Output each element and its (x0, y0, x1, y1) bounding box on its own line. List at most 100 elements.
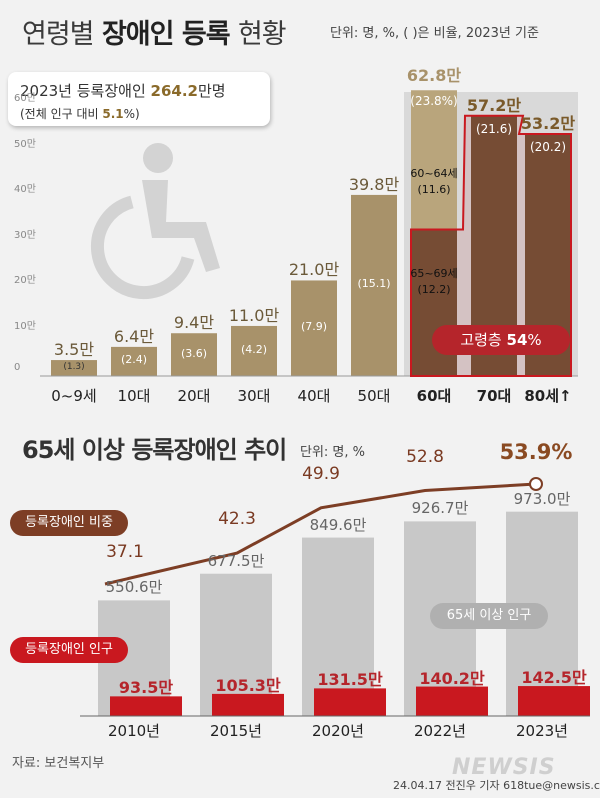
bar-value-label: 53.2만 (520, 113, 576, 133)
bar-60s-upper (411, 90, 457, 230)
ratio-value-label: 49.9 (302, 463, 340, 484)
bar-percent-label: (2.4) (120, 353, 148, 367)
trend-chart (80, 477, 590, 717)
category-label: 60대 (416, 387, 452, 405)
registered-value-label: 105.3만 (215, 675, 281, 695)
ratio-value-label: 52.8 (406, 446, 444, 467)
population-share-value: 5.1 (102, 107, 124, 121)
population-bar (302, 537, 374, 716)
bar-value-label: 11.0만 (228, 305, 280, 325)
bar (351, 194, 397, 376)
y-tick-label: 40만 (14, 184, 36, 195)
senior-badge-label: 고령층 (460, 331, 502, 349)
credit-line: 24.04.17 전진우 기자 618tue@newsis.com (393, 779, 600, 792)
title-part-3: 현황 (237, 19, 287, 50)
bar-percent-label: (15.1) (357, 277, 391, 291)
wheelchair-icon (90, 143, 220, 300)
bar-percent-label: (1.3) (63, 362, 85, 373)
bar-value-label: 39.8만 (348, 174, 400, 194)
registered-bar (416, 686, 488, 716)
source-note: 자료: 보건복지부 (12, 756, 105, 771)
bar-percent-label: (7.9) (300, 320, 328, 334)
summary-share-suffix: %) (123, 107, 140, 121)
bar-value-label: 21.0만 (288, 260, 340, 280)
category-label: 50대 (357, 387, 391, 405)
segment-60-64-pct: (11.6) (417, 183, 451, 196)
bar-value-label: 6.4만 (113, 326, 155, 346)
ratio-value-label: 37.1 (106, 542, 144, 562)
population-value-label: 849.6만 (309, 515, 367, 534)
year-label: 2020년 (312, 722, 364, 740)
registered-bar (110, 696, 182, 716)
bar-percent-label: (21.6) (475, 121, 513, 136)
category-label: 10대 (117, 387, 151, 405)
bar-percent-label: (23.8%) (410, 94, 458, 109)
bar (291, 280, 337, 376)
registered-value-label: 142.5만 (521, 668, 587, 688)
y-tick-label: 10만 (14, 320, 36, 332)
bar-percent-label: (4.2) (240, 342, 268, 356)
registered-bar (212, 693, 284, 716)
senior-share-badge: 고령층 54% (432, 325, 570, 355)
population-value-label: 926.7만 (411, 499, 469, 518)
bar-value-label: 9.4만 (173, 313, 215, 333)
title-part-2: 장애인 등록 (101, 19, 231, 50)
bar (111, 346, 157, 376)
category-label: 80세↑ (524, 387, 572, 405)
segment-65-69-label: 65~69세 (410, 267, 458, 280)
y-tick-label: 60만 (14, 93, 36, 104)
unit-note-2: 단위: 명, % (300, 445, 366, 460)
segment-65-69-pct: (12.2) (417, 283, 451, 296)
senior-badge-suffix: % (527, 331, 542, 349)
bar-value-label: 3.5만 (53, 340, 95, 360)
segment-65-69: 65~69세 (12.2) (410, 266, 457, 298)
category-label: 40대 (297, 387, 331, 405)
summary-prefix: 2023년 등록장애인 (20, 82, 146, 100)
summary-line-2: (전체 인구 대비 5.1%) (20, 105, 140, 122)
senior-badge-value: 54 (506, 331, 528, 349)
senior-outline (410, 114, 572, 377)
registered-value-label: 93.5만 (118, 678, 174, 698)
total-registered-value: 264.2 (150, 82, 198, 100)
title-part-1: 연령별 (22, 19, 95, 50)
year-label: 2010년 (108, 722, 160, 740)
population-bar (200, 573, 272, 716)
ratio-end-marker (529, 477, 543, 491)
segment-60-64-label: 60~64세 (410, 167, 458, 180)
legend-population-tag: 65세 이상 인구 (430, 603, 548, 629)
newsis-logo: NEWSIS (452, 755, 556, 780)
year-label: 2015년 (210, 722, 262, 740)
registered-value-label: 131.5만 (317, 670, 383, 690)
bar-percent-label: (3.6) (180, 346, 208, 360)
ratio-value-label: 42.3 (218, 509, 256, 530)
bar (171, 333, 217, 376)
category-label: 30대 (237, 387, 271, 405)
bar (51, 360, 97, 376)
category-label: 0~9세 (51, 387, 97, 405)
year-label: 2022년 (414, 722, 466, 740)
y-tick-label: 30만 (14, 229, 36, 241)
y-tick-label: 20만 (14, 275, 36, 286)
y-tick-label: 50만 (14, 138, 36, 150)
summary-share-prefix: (전체 인구 대비 (20, 107, 99, 121)
chart-title-2: 65세 이상 등록장애인 추이 (22, 430, 287, 465)
summary-box: 2023년 등록장애인 264.2만명 (전체 인구 대비 5.1%) (8, 72, 270, 126)
registered-value-label: 140.2만 (419, 668, 485, 688)
registered-bar (518, 686, 590, 716)
bar-percent-label: (20.2) (529, 139, 567, 154)
ratio-line (104, 482, 537, 586)
population-value-label: 677.5만 (207, 551, 265, 570)
unit-note-1: 단위: 명, %, ( )은 비율, 2023년 기준 (330, 26, 539, 41)
category-label: 20대 (177, 387, 211, 405)
bar-value-label: 62.8만 (406, 66, 462, 86)
chart-title-1: 연령별 장애인 등록 현황 (22, 12, 287, 51)
year-label: 2023년 (516, 722, 568, 740)
registered-bar (314, 688, 386, 716)
title2-text: 65세 이상 등록장애인 추이 (22, 436, 287, 464)
population-value-label: 973.0만 (513, 489, 571, 508)
bar (231, 325, 277, 376)
legend-registered-tag: 등록장애인 인구 (10, 637, 128, 663)
bar-value-label: 57.2만 (466, 95, 522, 115)
summary-line-1: 2023년 등록장애인 264.2만명 (20, 80, 226, 101)
